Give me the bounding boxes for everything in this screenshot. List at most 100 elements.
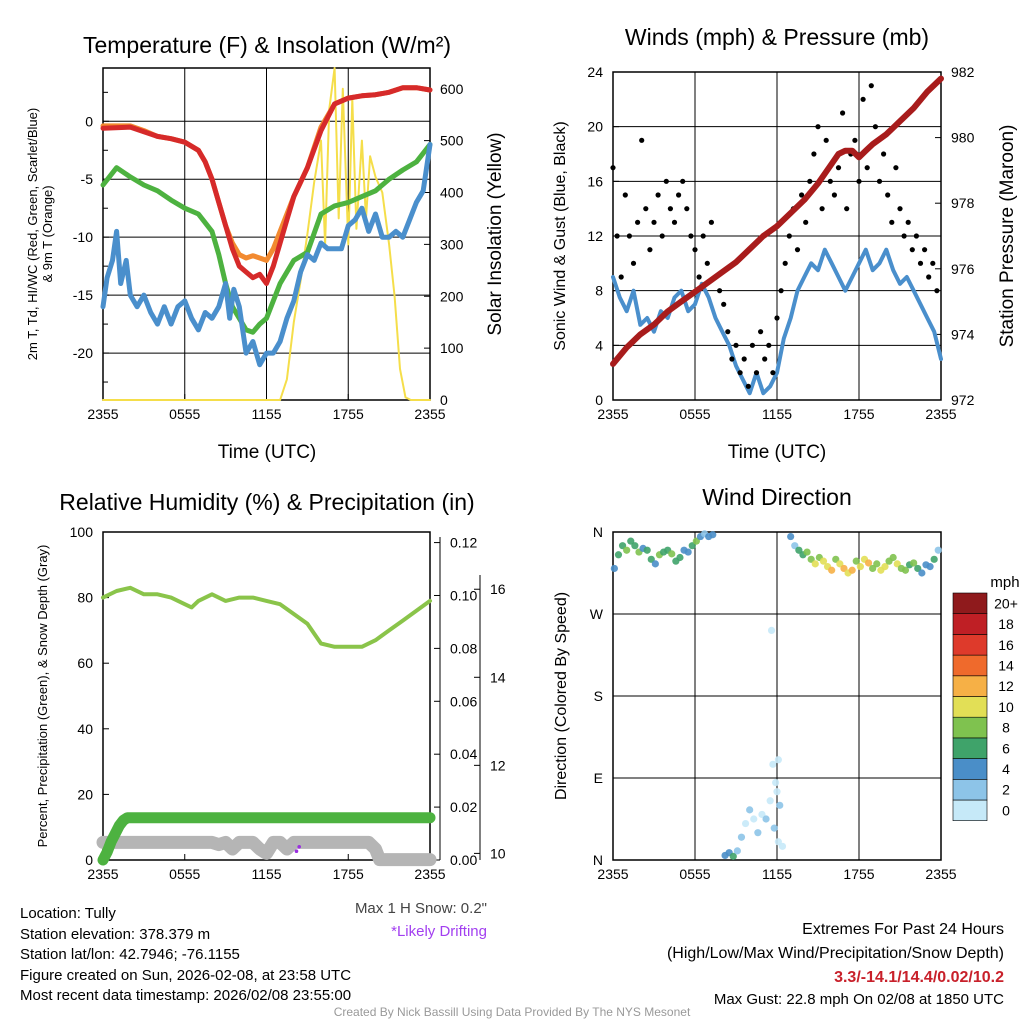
temp-y2-label: Solar Insolation (Yellow) [485,132,506,335]
wind-point-gust [852,137,858,143]
wind-point-gust [930,260,936,266]
temp-series-2m-td [100,142,433,335]
precip-y-tick-label: 0.04 [450,746,477,762]
colorbar-label: 2 [1002,782,1010,798]
colorbar-title: mph [990,574,1019,591]
dir-point [852,557,860,565]
wind-point-gust [635,219,641,225]
dir-point [610,564,618,573]
wind-point-gust [655,192,661,198]
temp-y-tick-label: -20 [73,345,93,361]
dir-y-label: Direction (Colored By Speed) [553,592,570,800]
dir-point [819,557,828,565]
wind-point-gust [762,356,768,362]
dir-point [754,829,762,837]
wind-point-gust [733,342,739,348]
wind-point-gust [700,233,706,239]
wind-point-gust [889,219,895,225]
wind-point-gust [844,206,850,212]
max-snow-label: Max 1 H Snow: 0.2" [355,900,487,917]
colorbar-swatch [952,654,988,677]
drifting-label: *Likely Drifting [391,923,487,940]
rh-x-tick-label: 0555 [169,866,200,882]
wind-series-station-pressure [610,75,944,367]
wind-point-gust [667,206,674,212]
colorbar-label: 18 [998,616,1014,632]
wind-series-sonic-wind [611,247,943,396]
pressure-y-tick-label: 978 [951,195,975,211]
wind-point-gust [630,260,637,266]
wind-point-gust [885,192,891,198]
precip-y-tick-label: 0.08 [450,640,477,656]
wind-point-gust [721,301,727,307]
dir-x-tick-label: 1155 [762,866,792,882]
wind-point-gust [696,274,702,280]
dir-point [864,559,873,567]
dir-point [741,819,750,828]
rh-chart-title: Relative Humidity (%) & Precipitation (i… [59,489,474,515]
wind-point-gust [614,233,620,239]
temp-y-tick-label: 0 [85,113,93,129]
dir-point [787,532,795,541]
snow-y-tick-label: 10 [490,845,506,861]
wind-point-gust [725,329,731,335]
wind-point-gust [815,124,821,130]
colorbar-swatch [952,696,988,718]
rh-y-label: Percent, Precipitation (Green), & Snow D… [35,545,50,848]
dir-point [623,546,631,554]
created-text: Figure created on Sun, 2026-02-08, at 23… [20,966,352,984]
wind-point-gust [823,137,829,143]
dir-y-tick-label: S [594,688,603,704]
dir-point [709,531,717,539]
wind-point-gust [835,165,842,171]
insolation-y-tick-label: 200 [440,288,464,304]
temp-y-tick-label: -5 [81,171,94,187]
wind-point-gust [659,233,665,239]
temp-y-label: 2m T, Td, HI/WC (Red, Green, Scarlet/Blu… [25,108,40,360]
wind-point-gust [868,83,874,89]
wind-point-gust [934,288,940,294]
temp-y-label-2: & 9m T (Orange) [40,185,55,282]
dir-point [746,806,754,814]
wind-point-gust [909,247,915,253]
dir-point [828,566,836,574]
wind-x-tick-label: 2355 [925,406,956,422]
precip-y-tick-label: 0.10 [450,587,477,603]
extremes-info: Extremes For Past 24 Hours (High/Low/Max… [667,918,1004,1010]
dir-point [684,548,692,556]
dir-point [918,569,926,577]
dir-point [811,560,819,568]
dir-y-tick-label: N [593,524,603,540]
rh-x-tick-label: 1155 [251,866,281,882]
credit-text: Created By Nick Bassill Using Data Provi… [333,1005,691,1019]
wind-point-gust [684,206,690,212]
wind-y-tick-label: 20 [587,119,603,135]
dir-plot-frame [612,531,942,861]
dir-y-tick-label: N [593,852,603,868]
wind-point-gust [905,219,911,225]
snow-y-tick-label: 16 [490,581,506,597]
wind-point-gust [794,247,801,253]
pressure-y-tick-label: 976 [951,261,975,277]
colorbar-label: 16 [998,637,1014,653]
wind-point-gust [807,178,813,184]
temp-chart-title: Temperature (F) & Insolation (W/m²) [83,32,451,58]
wind-point-gust [876,178,883,184]
wind-point-gust [778,288,784,294]
wind-point-gust [741,356,747,362]
rh-y-tick-label: 0 [85,852,93,868]
latlon-text: Station lat/lon: 42.7946; -76.1155 [20,946,240,963]
wind-point-gust [799,192,805,198]
wind-x-label: Time (UTC) [728,442,827,463]
wind-point-gust [758,329,764,335]
temp-series-wind-chill [100,142,433,368]
wind-point-gust [864,165,870,171]
wind-chart-title: Winds (mph) & Pressure (mb) [625,24,929,50]
wind-point-gust [856,178,862,184]
dir-point [803,548,811,556]
insolation-y-tick-label: 300 [440,236,464,252]
pressure-y-tick-label: 972 [951,392,975,408]
rh-x-tick-label: 2355 [87,866,118,882]
wind-point-gust [749,342,756,348]
rh-plot-frame [102,531,431,861]
